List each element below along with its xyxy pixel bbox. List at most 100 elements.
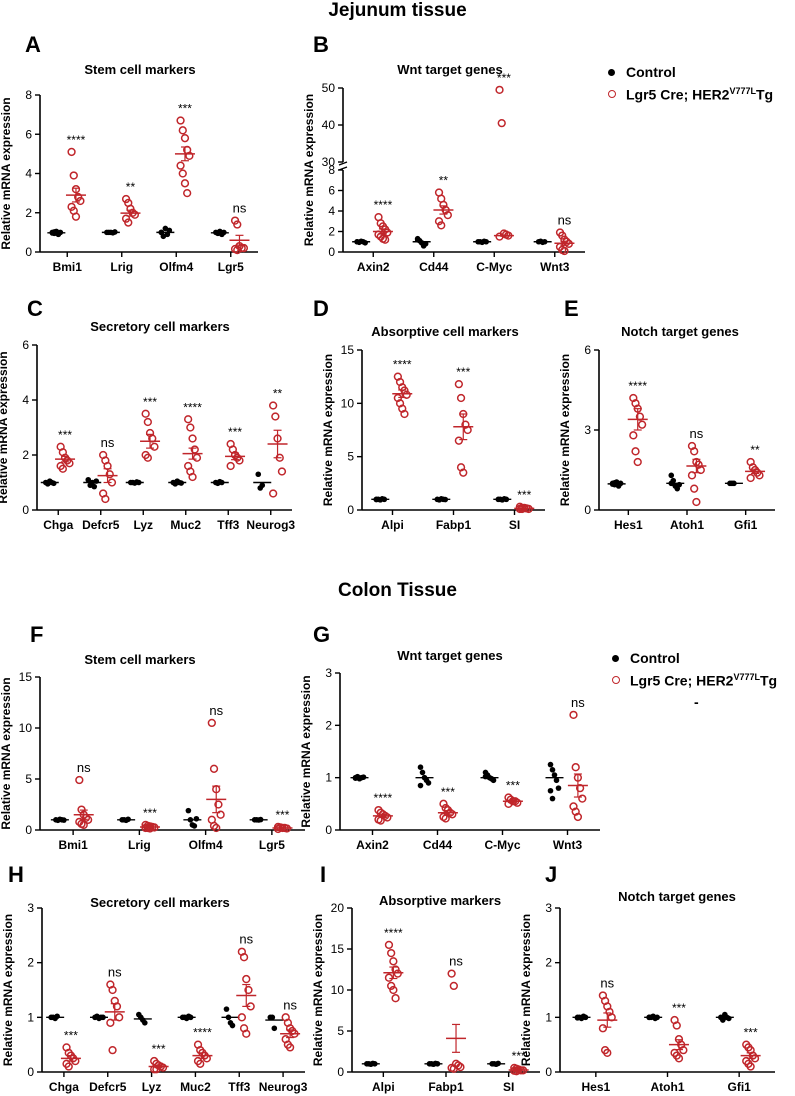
panel-title-I: Absorptive markers bbox=[378, 893, 502, 908]
tg-point bbox=[439, 799, 448, 808]
y-axis-label: Relative mRNA expression bbox=[302, 94, 316, 246]
panel-letter-D: D bbox=[313, 296, 329, 321]
tg-point bbox=[569, 710, 578, 720]
y-tick-label: 1 bbox=[545, 1010, 552, 1024]
significance-label: *** bbox=[58, 428, 72, 442]
y-tick-label: 1 bbox=[27, 1010, 34, 1024]
y-tick-label: 4 bbox=[328, 204, 335, 218]
tg-point bbox=[459, 468, 468, 477]
significance-label: *** bbox=[228, 425, 242, 439]
tg-point bbox=[603, 1048, 612, 1058]
y-tick-label: 0 bbox=[347, 503, 354, 517]
control-point bbox=[549, 795, 556, 802]
control-point bbox=[185, 807, 192, 814]
tg-point bbox=[692, 497, 701, 507]
panel-title-D: Absorptive cell markers bbox=[371, 324, 519, 339]
tg-point bbox=[242, 1029, 251, 1038]
tg-point bbox=[79, 820, 88, 830]
tg-point bbox=[145, 824, 155, 833]
significance-label: *** bbox=[672, 1001, 686, 1015]
tg-point bbox=[571, 763, 580, 772]
significance-label: ** bbox=[126, 180, 136, 194]
control-point bbox=[191, 823, 198, 829]
x-tick-label: Fabp1 bbox=[428, 1080, 464, 1094]
control-point bbox=[85, 476, 92, 483]
panel-title-A: Stem cell markers bbox=[84, 62, 196, 77]
tg-point bbox=[687, 471, 697, 480]
tg-point bbox=[242, 974, 251, 984]
tg-point bbox=[456, 393, 466, 403]
tg-point bbox=[437, 221, 446, 230]
x-tick-label: Cd44 bbox=[419, 260, 449, 274]
tg-point bbox=[512, 1067, 521, 1076]
x-tick-label: Gfi1 bbox=[734, 518, 758, 532]
y-axis-label: Relative mRNA expression bbox=[0, 97, 13, 249]
tg-point bbox=[67, 147, 76, 157]
x-tick-label: Muc2 bbox=[170, 518, 201, 532]
panel-letter-H: H bbox=[8, 862, 24, 887]
panel-title-F: Stem cell markers bbox=[84, 652, 196, 667]
control-point bbox=[223, 1006, 230, 1012]
tg-point bbox=[598, 1024, 608, 1033]
significance-label: **** bbox=[193, 1026, 212, 1040]
x-tick-label: Alpi bbox=[372, 1080, 395, 1094]
x-tick-label: C-Myc bbox=[484, 838, 520, 852]
tg-point bbox=[269, 401, 278, 410]
x-tick-label: Bmi1 bbox=[58, 838, 88, 852]
control-point bbox=[417, 782, 424, 789]
significance-label: ns bbox=[558, 213, 572, 228]
tg-point bbox=[690, 484, 699, 493]
control-point bbox=[668, 472, 675, 479]
control-point bbox=[553, 777, 560, 784]
y-tick-label: 2 bbox=[27, 956, 34, 970]
tg-point bbox=[178, 169, 187, 178]
panel-title-C: Secretory cell markers bbox=[90, 319, 230, 334]
y-tick-label: 3 bbox=[27, 901, 34, 915]
x-tick-label: Bmi1 bbox=[53, 260, 83, 274]
tg-point bbox=[106, 1018, 115, 1027]
colon-heading: Colon Tissue bbox=[338, 580, 457, 601]
x-tick-label: Tff3 bbox=[228, 1080, 250, 1094]
significance-label: *** bbox=[512, 1049, 526, 1063]
x-tick-label: Axin2 bbox=[356, 838, 389, 852]
tg-point bbox=[216, 810, 225, 819]
tg-point bbox=[504, 799, 513, 808]
tg-point bbox=[69, 171, 78, 180]
y-tick-label: 0 bbox=[337, 1065, 344, 1079]
x-tick-label: Hes1 bbox=[614, 518, 643, 532]
y-tick-label: 10 bbox=[341, 396, 355, 410]
x-tick-label: Chga bbox=[49, 1080, 79, 1094]
x-tick-label: Olfm4 bbox=[189, 838, 223, 852]
x-tick-label: Chga bbox=[43, 518, 73, 532]
legend-label-tg: Lgr5 Cre; HER2V777LTg bbox=[626, 86, 774, 103]
tg-point bbox=[76, 196, 85, 206]
significance-label: **** bbox=[384, 926, 403, 940]
significance-label: *** bbox=[64, 1028, 78, 1042]
x-tick-label: Wnt3 bbox=[553, 838, 583, 852]
significance-label: *** bbox=[441, 785, 455, 799]
y-tick-label: 4 bbox=[22, 393, 29, 407]
significance-label: *** bbox=[744, 1026, 758, 1040]
y-tick-label: 0 bbox=[25, 823, 32, 837]
x-tick-label: SI bbox=[509, 518, 520, 532]
y-tick-label: 6 bbox=[584, 343, 591, 357]
panel-letter-J: J bbox=[545, 862, 558, 887]
panel-title-J: Notch target genes bbox=[618, 889, 736, 904]
x-tick-label: C-Myc bbox=[476, 260, 512, 274]
x-tick-label: Neurog3 bbox=[246, 518, 295, 532]
significance-label: ** bbox=[273, 387, 283, 401]
tg-point bbox=[176, 161, 185, 170]
significance-label: ns bbox=[283, 997, 297, 1012]
panel-letter-F: F bbox=[30, 622, 44, 647]
y-tick-label: 15 bbox=[341, 343, 355, 357]
tg-point bbox=[209, 821, 219, 831]
significance-label: ** bbox=[439, 174, 449, 188]
y-tick-label: 2 bbox=[325, 718, 332, 732]
y-tick-label: 15 bbox=[331, 942, 345, 956]
control-point bbox=[417, 764, 424, 770]
control-point bbox=[91, 483, 98, 490]
tg-point bbox=[108, 985, 117, 995]
